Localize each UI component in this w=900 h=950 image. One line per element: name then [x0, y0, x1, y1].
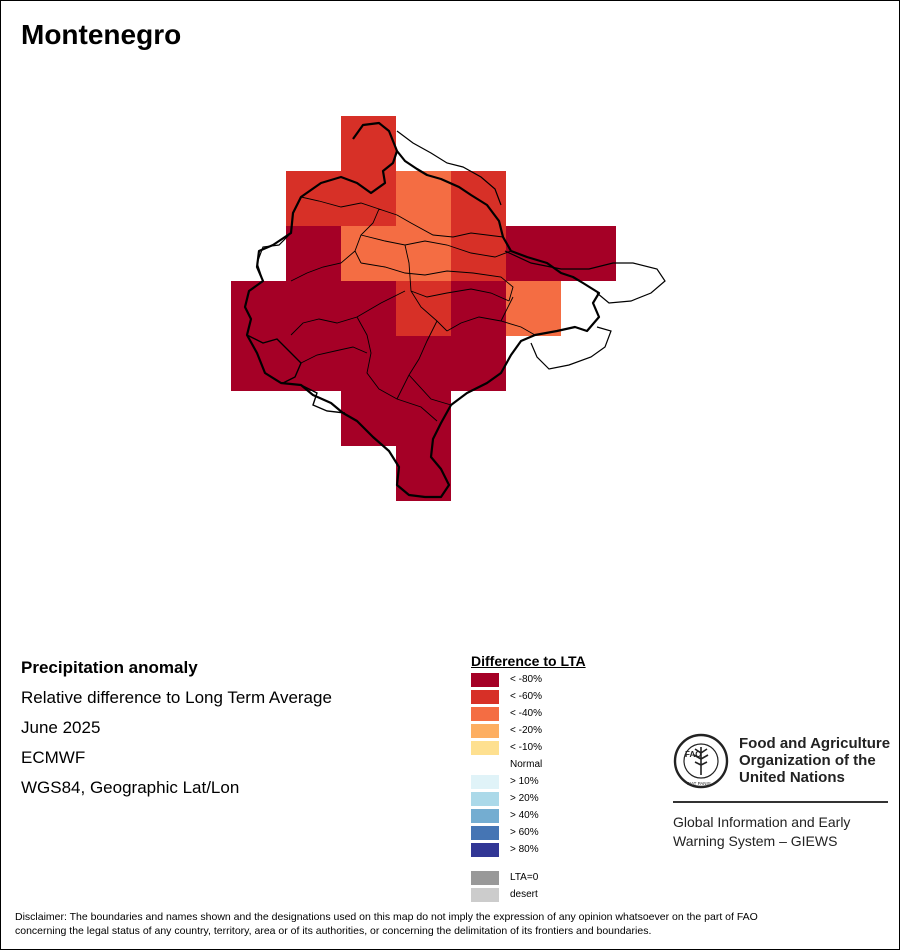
legend-label: LTA=0: [510, 872, 539, 883]
grid-cell: [561, 226, 616, 281]
legend-label: Normal: [510, 759, 543, 770]
legend-swatch: [471, 843, 499, 857]
grid-cell: [341, 391, 396, 446]
giews-name: Global Information and Early Warning Sys…: [673, 813, 893, 851]
logo-letters: FAO: [685, 750, 701, 759]
legend-swatch: [471, 690, 499, 704]
municipal-boundary: [290, 196, 536, 422]
grid-cell: [231, 281, 286, 336]
legend-swatch: [471, 888, 499, 902]
grid-cell: [286, 281, 341, 336]
disclaimer-line: Disclaimer: The boundaries and names sho…: [15, 911, 758, 923]
legend-label: < -40%: [510, 708, 542, 719]
map-info: Precipitation anomaly Relative differenc…: [21, 657, 441, 807]
legend-item: LTA=0: [471, 871, 671, 885]
fao-name-line: Food and Agriculture: [739, 735, 891, 752]
grid-cell: [341, 226, 396, 281]
info-subtitle: Relative difference to Long Term Average: [21, 688, 332, 707]
fao-name: Food and Agriculture Organization of the…: [739, 735, 899, 786]
legend-swatch: [471, 775, 499, 789]
info-projection: WGS84, Geographic Lat/Lon: [21, 778, 240, 797]
grid-cell: [506, 281, 561, 336]
info-source: ECMWF: [21, 748, 86, 767]
legend-swatch: [471, 724, 499, 738]
legend-swatch: [471, 826, 499, 840]
legend-label: < -60%: [510, 691, 542, 702]
legend-item: < -10%: [471, 741, 671, 755]
legend-item: > 10%: [471, 775, 671, 789]
logo-motto: FIAT PANIS: [687, 781, 711, 786]
legend-label: desert: [510, 889, 538, 900]
grid-cell: [396, 281, 451, 336]
legend-item: > 80%: [471, 843, 671, 857]
grid-cell: [341, 281, 396, 336]
legend-item: < -40%: [471, 707, 671, 721]
disclaimer-line: concerning the legal status of any count…: [15, 925, 652, 937]
neighbour-outline: [504, 250, 666, 370]
fao-name-line: United Nations: [739, 769, 845, 786]
giews-line: Warning System – GIEWS: [673, 833, 838, 849]
admin-boundaries: [243, 121, 666, 499]
legend-item: > 40%: [471, 809, 671, 823]
legend-title: Difference to LTA: [471, 653, 586, 669]
legend-swatch: [471, 809, 499, 823]
legend-item: Normal: [471, 758, 671, 772]
neighbour-outline: [396, 130, 502, 206]
country-outline: [243, 121, 601, 499]
neighbour-outline: [256, 232, 292, 282]
legend-item: < -20%: [471, 724, 671, 738]
info-period: June 2025: [21, 718, 101, 737]
legend-swatch: [471, 707, 499, 721]
legend-label: > 20%: [510, 793, 539, 804]
legend-label: > 80%: [510, 844, 539, 855]
anomaly-grid: [231, 116, 616, 501]
grid-cell: [231, 336, 286, 391]
fao-logo-icon: FAO FIAT PANIS: [673, 733, 729, 789]
legend-item: > 20%: [471, 792, 671, 806]
legend-item: < -80%: [471, 673, 671, 687]
fao-name-line: Organization of the: [739, 752, 876, 769]
legend-swatch: [471, 792, 499, 806]
coastline: [246, 334, 346, 414]
legend-swatch: [471, 673, 499, 687]
legend-item: < -60%: [471, 690, 671, 704]
grid-cell: [396, 391, 451, 446]
legend-label: > 10%: [510, 776, 539, 787]
legend-swatch: [471, 741, 499, 755]
legend-swatch: [471, 758, 499, 772]
branding-divider: [673, 801, 888, 803]
info-title: Precipitation anomaly: [21, 658, 198, 677]
giews-line: Global Information and Early: [673, 814, 851, 830]
legend-label: > 60%: [510, 827, 539, 838]
grid-cell: [451, 336, 506, 391]
legend-label: < -10%: [510, 742, 542, 753]
map-title: Montenegro: [21, 19, 182, 50]
legend-item: desert: [471, 888, 671, 902]
grid-cell: [286, 336, 341, 391]
grid-cell: [396, 336, 451, 391]
grid-cell: [451, 281, 506, 336]
grid-cell: [286, 226, 341, 281]
legend-label: < -80%: [510, 674, 542, 685]
legend-label: < -20%: [510, 725, 542, 736]
legend: Difference to LTA < -80% < -60% < -40% < -2…: [471, 653, 671, 902]
disclaimer: Disclaimer: The boundaries and names sho…: [15, 910, 890, 938]
legend-swatch: [471, 871, 499, 885]
legend-item: > 60%: [471, 826, 671, 840]
grid-cell: [506, 226, 561, 281]
legend-label: > 40%: [510, 810, 539, 821]
